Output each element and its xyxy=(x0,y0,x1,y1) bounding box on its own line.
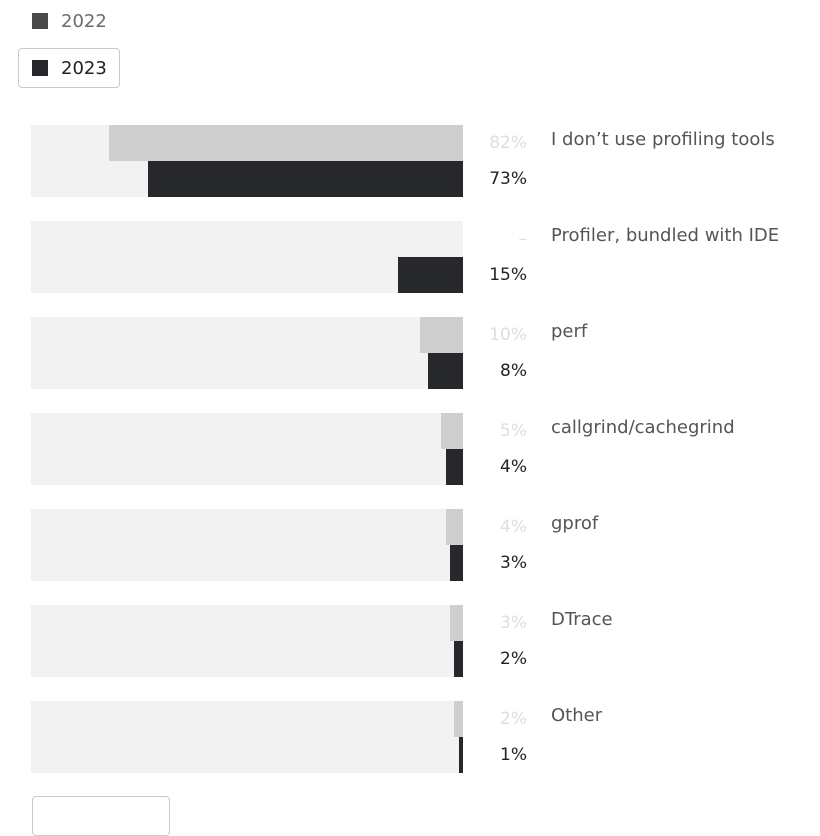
value-label-2023: 8% xyxy=(500,361,527,381)
value-label-2022: 2% xyxy=(500,709,527,729)
category-label: DTrace xyxy=(551,609,613,630)
bar-row: – 15% Profiler, bundled with IDE xyxy=(0,221,820,293)
bar-2022 xyxy=(445,509,463,545)
more-button[interactable] xyxy=(32,796,170,836)
value-label-2022: 10% xyxy=(489,325,527,345)
bar-2023 xyxy=(398,257,463,293)
legend-label-2022: 2022 xyxy=(61,10,107,32)
bar-track xyxy=(31,125,463,197)
value-label-2023: 73% xyxy=(489,169,527,189)
bar-2022 xyxy=(419,317,463,353)
value-label-2022: 3% xyxy=(500,613,527,633)
value-label-2022: – xyxy=(518,229,528,249)
category-label: gprof xyxy=(551,513,599,534)
bar-2022 xyxy=(450,605,463,641)
bar-track xyxy=(31,605,463,677)
bar-row: 10% 8% perf xyxy=(0,317,820,389)
legend-label-2023: 2023 xyxy=(61,57,107,79)
bar-row: 4% 3% gprof xyxy=(0,509,820,581)
category-label: Other xyxy=(551,705,603,726)
legend-item-2022[interactable]: 2022 xyxy=(32,8,107,34)
value-label-2023: 4% xyxy=(500,457,527,477)
bar-row: 2% 1% Other xyxy=(0,701,820,773)
bar-2022 xyxy=(454,701,463,737)
category-label: perf xyxy=(551,321,588,342)
bar-2023 xyxy=(454,641,463,677)
legend-swatch-2023 xyxy=(32,60,48,76)
legend-swatch-2022 xyxy=(32,13,48,29)
value-label-2022: 82% xyxy=(489,133,527,153)
bar-track xyxy=(31,413,463,485)
bar-2022 xyxy=(441,413,463,449)
bar-track xyxy=(31,701,463,773)
value-label-2023: 3% xyxy=(500,553,527,573)
bar-track xyxy=(31,221,463,293)
category-label: Profiler, bundled with IDE xyxy=(551,225,780,246)
value-label-2023: 2% xyxy=(500,649,527,669)
category-label: I don’t use profiling tools xyxy=(551,129,775,150)
bar-row: 3% 2% DTrace xyxy=(0,605,820,677)
bar-2023 xyxy=(428,353,463,389)
bar-track xyxy=(31,509,463,581)
bar-2023 xyxy=(450,545,463,581)
value-label-2023: 15% xyxy=(489,265,527,285)
value-label-2022: 4% xyxy=(500,517,527,537)
value-label-2022: 5% xyxy=(500,421,527,441)
category-label: callgrind/cachegrind xyxy=(551,417,735,438)
bar-2023 xyxy=(458,737,463,773)
legend-item-2023[interactable]: 2023 xyxy=(18,48,120,88)
bar-2023 xyxy=(445,449,463,485)
bar-2023 xyxy=(147,161,463,197)
bar-track xyxy=(31,317,463,389)
bar-row: 5% 4% callgrind/cachegrind xyxy=(0,413,820,485)
bar-row: 82% 73% I don’t use profiling tools xyxy=(0,125,820,197)
value-label-2023: 1% xyxy=(500,745,527,765)
bar-2022 xyxy=(108,125,463,161)
